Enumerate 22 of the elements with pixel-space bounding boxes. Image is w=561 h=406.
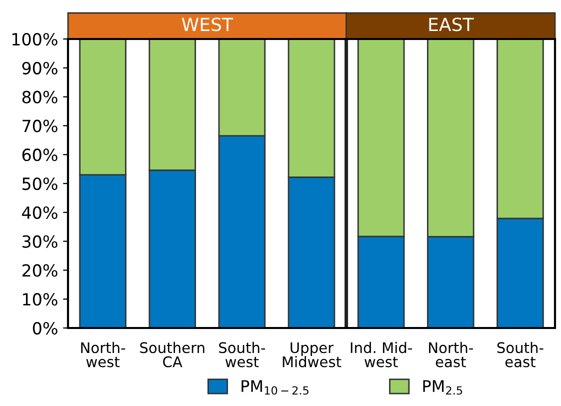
x-tick-label: North- west bbox=[81, 342, 126, 368]
legend-label: PM$_{10−2.5}$ bbox=[242, 380, 308, 395]
y-tick-label: 10% bbox=[23, 293, 58, 306]
y-tick-label: 100% bbox=[12, 32, 58, 46]
x-tick-label: Upper Midwest bbox=[282, 342, 342, 368]
y-tick-label: 60% bbox=[22, 148, 58, 162]
y-tick-label: 30% bbox=[22, 235, 58, 248]
x-tick-label: South- east bbox=[497, 342, 544, 368]
text: EAST bbox=[429, 18, 474, 32]
y-tick-label: 70% bbox=[22, 120, 58, 132]
y-tick-label: 0% bbox=[32, 322, 58, 335]
text: WEST bbox=[182, 18, 234, 32]
y-tick-label: 20% bbox=[22, 264, 58, 277]
y-tick-label: 50% bbox=[22, 177, 58, 190]
x-tick-label: Southern CA bbox=[140, 342, 204, 368]
legend-label: PM$_{2.5}$ bbox=[423, 380, 462, 395]
x-tick-label: North- east bbox=[429, 342, 473, 368]
x-tick-label: Ind. Mid- west bbox=[350, 342, 412, 368]
y-tick-label: 90% bbox=[22, 62, 58, 74]
x-tick-label: South- west bbox=[219, 342, 266, 368]
y-tick-label: 80% bbox=[22, 90, 58, 104]
y-tick-label: 40% bbox=[22, 206, 58, 219]
